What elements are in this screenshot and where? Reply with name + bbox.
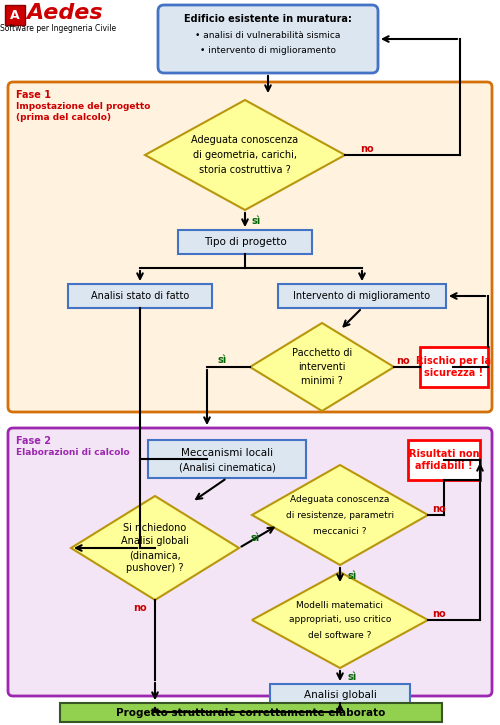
Text: Intervento di miglioramento: Intervento di miglioramento <box>294 291 430 301</box>
Text: sì: sì <box>218 355 226 365</box>
Text: Impostazione del progetto: Impostazione del progetto <box>16 102 150 111</box>
Text: Analisi globali: Analisi globali <box>121 536 189 546</box>
Polygon shape <box>252 465 428 565</box>
Text: no: no <box>432 504 446 514</box>
Bar <box>278 284 446 308</box>
Text: no: no <box>133 603 147 613</box>
Text: Progetto strutturale correttamente elaborato: Progetto strutturale correttamente elabo… <box>116 708 386 718</box>
Text: Adeguata conoscenza: Adeguata conoscenza <box>290 494 390 503</box>
Polygon shape <box>145 100 345 210</box>
Bar <box>178 230 312 254</box>
Bar <box>270 684 410 706</box>
Text: Modelli matematici: Modelli matematici <box>296 600 384 610</box>
Text: Aedes: Aedes <box>26 3 104 23</box>
Text: Risultati non
affidabili !: Risultati non affidabili ! <box>409 450 479 471</box>
Text: Software per Ingegneria Civile: Software per Ingegneria Civile <box>0 24 116 33</box>
Text: del software ?: del software ? <box>308 631 372 639</box>
Text: no: no <box>432 609 446 619</box>
Text: Tipo di progetto: Tipo di progetto <box>204 237 286 247</box>
Text: sì: sì <box>252 216 261 226</box>
FancyBboxPatch shape <box>8 82 492 412</box>
Bar <box>420 347 488 387</box>
Text: Elaborazioni di calcolo: Elaborazioni di calcolo <box>16 448 130 457</box>
Text: (Analisi cinematica): (Analisi cinematica) <box>178 462 276 472</box>
Text: Fase 1: Fase 1 <box>16 90 51 100</box>
Text: Meccanismi locali: Meccanismi locali <box>181 448 273 458</box>
Text: sì: sì <box>250 533 260 543</box>
Text: no: no <box>360 144 374 154</box>
Text: Analisi globali: Analisi globali <box>304 690 376 700</box>
Polygon shape <box>250 323 394 411</box>
Text: Rischio per la
sicurezza !: Rischio per la sicurezza ! <box>416 356 492 378</box>
Bar <box>68 284 212 308</box>
Text: Pacchetto di: Pacchetto di <box>292 348 352 358</box>
Text: Edificio esistente in muratura:: Edificio esistente in muratura: <box>184 14 352 24</box>
Text: interventi: interventi <box>298 362 346 372</box>
Bar <box>5 5 25 25</box>
Text: di resistenze, parametri: di resistenze, parametri <box>286 510 394 520</box>
Bar <box>148 440 306 478</box>
Text: Adeguata conoscenza: Adeguata conoscenza <box>192 135 298 145</box>
Text: minimi ?: minimi ? <box>301 376 343 386</box>
FancyBboxPatch shape <box>8 428 492 696</box>
Text: (dinamica,: (dinamica, <box>129 550 181 560</box>
Text: di geometria, carichi,: di geometria, carichi, <box>193 150 297 160</box>
Text: appropriati, uso critico: appropriati, uso critico <box>289 616 391 624</box>
Text: Fase 2: Fase 2 <box>16 436 51 446</box>
Text: meccanici ?: meccanici ? <box>313 526 367 536</box>
Text: sì: sì <box>347 571 356 581</box>
Text: • analisi di vulnerabilità sismica: • analisi di vulnerabilità sismica <box>196 30 340 39</box>
Polygon shape <box>252 572 428 668</box>
Text: storia costruttiva ?: storia costruttiva ? <box>199 165 291 175</box>
Bar <box>60 703 442 722</box>
Bar <box>408 440 480 480</box>
Text: • intervento di miglioramento: • intervento di miglioramento <box>200 46 336 54</box>
Text: A: A <box>10 9 20 22</box>
Text: Analisi stato di fatto: Analisi stato di fatto <box>91 291 189 301</box>
Text: sì: sì <box>347 672 356 682</box>
FancyBboxPatch shape <box>158 5 378 73</box>
Text: (prima del calcolo): (prima del calcolo) <box>16 113 111 122</box>
Text: no: no <box>396 356 409 366</box>
Text: pushover) ?: pushover) ? <box>126 563 184 573</box>
Text: Si richiedono: Si richiedono <box>124 523 186 533</box>
Polygon shape <box>71 496 239 600</box>
